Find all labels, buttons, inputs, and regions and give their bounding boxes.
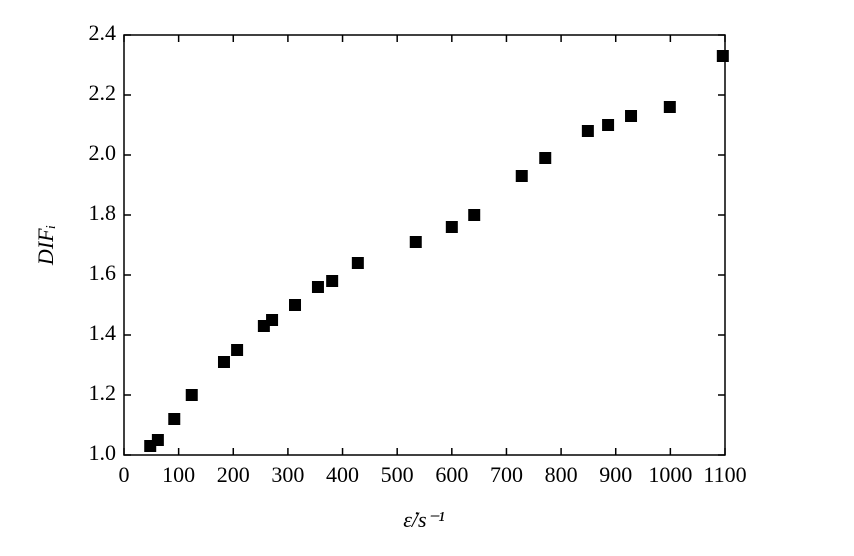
x-tick-label: 900 <box>599 462 632 487</box>
y-tick-label: 2.4 <box>89 20 117 45</box>
data-point <box>625 110 638 122</box>
x-tick-label: 700 <box>490 462 523 487</box>
data-point <box>185 389 198 401</box>
x-tick-label: 0 <box>119 462 130 487</box>
y-tick-label: 2.2 <box>89 80 117 105</box>
x-tick-label: 100 <box>162 462 195 487</box>
y-tick-label: 2.0 <box>89 140 117 165</box>
x-tick-label: 500 <box>381 462 414 487</box>
x-tick-label: 400 <box>326 462 359 487</box>
y-tick-label: 1.6 <box>89 260 117 285</box>
data-point <box>266 314 279 326</box>
x-tick-label: 300 <box>271 462 304 487</box>
data-point <box>445 221 458 233</box>
y-tick-label: 1.4 <box>89 320 117 345</box>
y-tick-label: 1.0 <box>89 440 117 465</box>
data-point <box>217 356 230 368</box>
data-point <box>351 257 364 269</box>
x-tick-label: 1100 <box>703 462 746 487</box>
data-point <box>311 281 324 293</box>
data-point <box>326 275 339 287</box>
data-point <box>168 413 181 425</box>
y-tick-label: 1.2 <box>89 380 117 405</box>
y-tick-label: 1.8 <box>89 200 117 225</box>
x-tick-label: 800 <box>545 462 578 487</box>
data-point <box>539 152 552 164</box>
data-point <box>409 236 422 248</box>
data-point <box>151 434 164 446</box>
data-point <box>663 101 676 113</box>
data-point <box>716 50 729 62</box>
data-point <box>515 170 528 182</box>
data-point <box>468 209 481 221</box>
x-tick-label: 200 <box>217 462 250 487</box>
plot-frame <box>123 34 726 456</box>
data-point <box>581 125 594 137</box>
y-axis-label: DIFᵢ <box>33 225 58 266</box>
x-tick-label: 600 <box>435 462 468 487</box>
x-tick-label: 1000 <box>648 462 692 487</box>
data-point <box>602 119 615 131</box>
data-point <box>289 299 302 311</box>
data-point <box>231 344 244 356</box>
x-axis-label: ε̇/s⁻¹ <box>403 507 445 532</box>
